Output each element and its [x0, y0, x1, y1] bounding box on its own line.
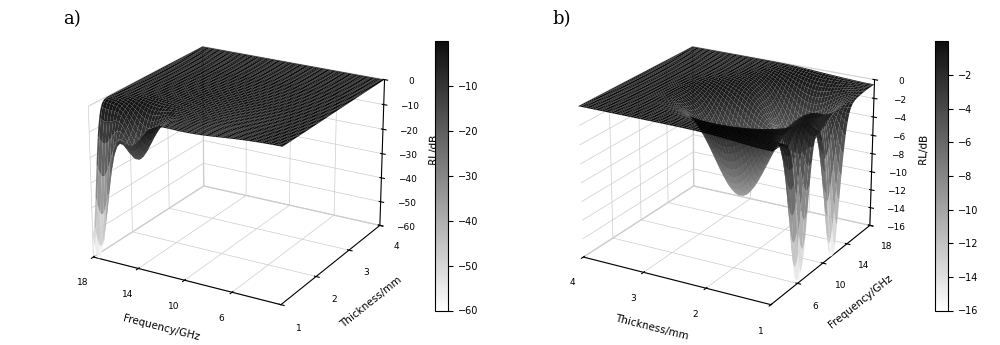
- X-axis label: Frequency/GHz: Frequency/GHz: [122, 313, 201, 342]
- Y-axis label: Thickness/mm: Thickness/mm: [338, 275, 404, 329]
- Text: b): b): [553, 10, 571, 28]
- Y-axis label: Frequency/GHz: Frequency/GHz: [827, 274, 895, 331]
- X-axis label: Thickness/mm: Thickness/mm: [614, 313, 689, 342]
- Text: a): a): [63, 10, 81, 28]
